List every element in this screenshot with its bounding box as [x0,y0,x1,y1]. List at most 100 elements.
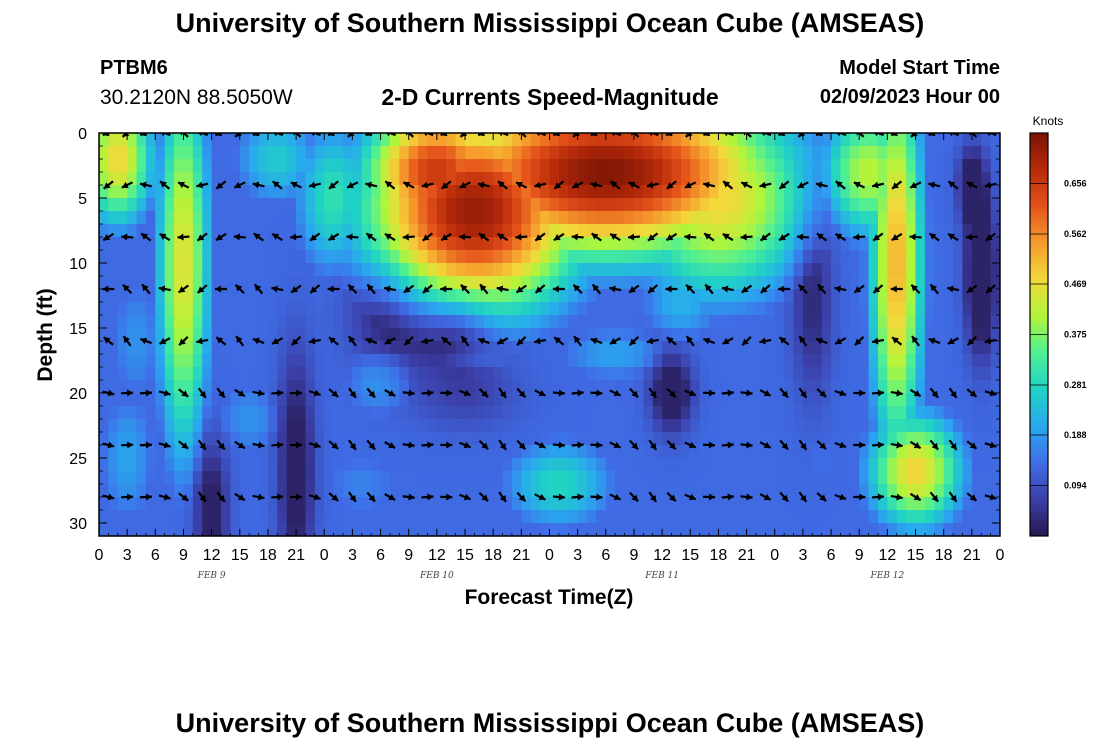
current-vector [871,389,885,397]
heatmap-cell [202,419,213,433]
heatmap-cell [727,211,738,225]
heatmap-cell [296,276,307,290]
heatmap-cell [558,289,569,303]
current-vector [478,388,489,398]
heatmap-cell [164,393,175,407]
heatmap-cell [934,133,945,147]
heatmap-cell [511,146,522,160]
current-vector [121,181,134,189]
heatmap-cell [267,185,278,199]
heatmap-cell [249,185,260,199]
heatmap-cell [277,250,288,264]
heatmap-cell [511,315,522,329]
current-vector [497,180,508,190]
heatmap-cell [605,523,616,536]
current-vector [216,439,226,451]
heatmap-cell [436,510,447,524]
heatmap-cell [896,445,907,459]
current-vector [348,439,357,451]
heatmap-cell [596,211,607,225]
heatmap-cell [211,406,222,420]
heatmap-cell [746,315,757,329]
current-vector [741,336,752,346]
heatmap-cell [587,146,598,160]
heatmap-cell [962,172,973,186]
heatmap-cell [568,276,579,290]
heatmap-cell [924,341,935,355]
heatmap-cell [831,276,842,290]
heatmap-cell [680,484,691,498]
heatmap-cell [877,211,888,225]
heatmap-cell [633,510,644,524]
heatmap-cell [624,328,635,342]
heatmap-cell [643,289,654,303]
heatmap-cell [474,497,485,511]
heatmap-cell [136,523,147,536]
heatmap-cell [108,289,119,303]
heatmap-cell [202,510,213,524]
heatmap-cell [399,380,410,394]
current-vector [384,337,396,345]
heatmap-cell [108,380,119,394]
current-vector [366,491,376,503]
heatmap-cell [615,289,626,303]
x-axis-label: Forecast Time(Z) [465,586,634,609]
heatmap-cell [680,328,691,342]
heatmap-cell [239,380,250,394]
heatmap-cell [774,367,785,381]
heatmap-cell [605,146,616,160]
heatmap-cell [258,367,269,381]
current-vector [871,337,885,345]
current-vector [853,389,866,397]
heatmap-cell [145,289,156,303]
heatmap-cell [361,393,372,407]
heatmap-cell [239,133,250,147]
heatmap-cell [521,393,532,407]
heatmap-cell [164,211,175,225]
heatmap-cell [746,458,757,472]
heatmap-cell [680,224,691,238]
current-vector [665,133,675,137]
heatmap-cell [558,432,569,446]
heatmap-cell [624,523,635,536]
heatmap-cell [868,328,879,342]
heatmap-cell [483,315,494,329]
current-vector [365,232,377,242]
heatmap-cell [859,341,870,355]
heatmap-cell [906,211,917,225]
current-vector [403,284,415,294]
heatmap-cell [802,172,813,186]
heatmap-cell [765,380,776,394]
heatmap-cell [840,159,851,173]
heatmap-cell [558,211,569,225]
heatmap-cell [455,276,466,290]
heatmap-cell [333,289,344,303]
heatmap-cell [305,432,316,446]
current-vector [423,133,434,137]
heatmap-cell [493,237,504,251]
heatmap-cell [465,289,476,303]
heatmap-cell [577,159,588,173]
heatmap-cell [174,198,185,212]
current-vector [646,337,659,345]
heatmap-cell [427,328,438,342]
heatmap-cell [483,224,494,238]
current-vector [985,284,996,294]
heatmap-cell [549,367,560,381]
heatmap-cell [446,185,457,199]
heatmap-cell [699,198,710,212]
heatmap-cell [277,276,288,290]
heatmap-cell [465,510,476,524]
heatmap-cell [427,133,438,147]
heatmap-cell [474,354,485,368]
heatmap-cell [577,133,588,147]
heatmap-cell [577,406,588,420]
heatmap-cell [596,237,607,251]
heatmap-cell [568,523,579,536]
heatmap-cell [662,497,673,511]
heatmap-cell [361,341,372,355]
heatmap-cell [943,354,954,368]
heatmap-cell [230,263,241,277]
heatmap-cell [943,432,954,446]
heatmap-cell [267,289,278,303]
